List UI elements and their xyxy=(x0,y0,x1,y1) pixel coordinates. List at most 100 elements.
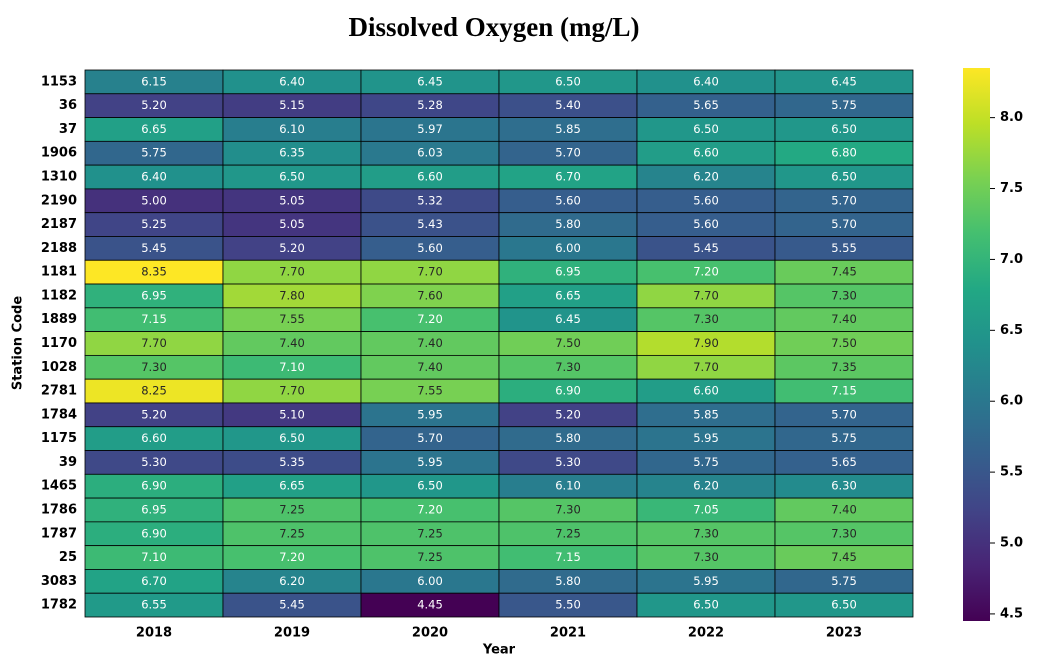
cell-label: 6.30 xyxy=(831,479,857,493)
cell-label: 5.85 xyxy=(555,122,581,136)
cell-label: 5.75 xyxy=(831,98,857,112)
cell-label: 7.30 xyxy=(831,526,857,540)
x-tick-label: 2022 xyxy=(688,626,724,641)
cell-label: 7.70 xyxy=(279,384,305,398)
cell-label: 7.20 xyxy=(417,502,443,516)
x-tick-label: 2020 xyxy=(412,626,448,641)
cell-label: 6.50 xyxy=(831,598,857,612)
cell-label: 7.70 xyxy=(693,288,719,302)
x-axis-label: Year xyxy=(482,643,516,657)
y-tick-label: 1181 xyxy=(41,265,77,280)
cell-label: 6.50 xyxy=(555,74,581,88)
cell-label: 6.60 xyxy=(693,146,719,160)
cell-label: 5.55 xyxy=(831,241,857,255)
cell-label: 5.60 xyxy=(693,217,719,231)
cell-label: 5.32 xyxy=(417,193,443,207)
y-tick-label: 37 xyxy=(59,122,77,137)
y-tick-label: 2190 xyxy=(41,193,77,208)
cell-label: 7.55 xyxy=(417,384,443,398)
y-tick-label: 1175 xyxy=(41,431,77,446)
cell-label: 6.40 xyxy=(141,170,167,184)
cell-label: 7.30 xyxy=(555,502,581,516)
cell-label: 6.35 xyxy=(279,146,305,160)
cell-label: 5.97 xyxy=(417,122,443,136)
cell-label: 7.70 xyxy=(417,265,443,279)
cell-label: 6.10 xyxy=(279,122,305,136)
cell-label: 5.95 xyxy=(693,431,719,445)
cell-label: 5.65 xyxy=(693,98,719,112)
cell-label: 5.20 xyxy=(141,98,167,112)
cell-label: 6.50 xyxy=(693,598,719,612)
cell-label: 5.45 xyxy=(693,241,719,255)
cell-label: 7.90 xyxy=(693,336,719,350)
cell-label: 7.15 xyxy=(555,550,581,564)
cell-label: 7.25 xyxy=(555,526,581,540)
y-tick-label: 1787 xyxy=(41,526,77,541)
cell-label: 5.85 xyxy=(693,407,719,421)
cell-label: 6.03 xyxy=(417,146,443,160)
colorbar-tick-label: 4.5 xyxy=(1000,606,1023,621)
cell-label: 6.65 xyxy=(555,288,581,302)
cell-label: 5.45 xyxy=(279,598,305,612)
cell-label: 7.40 xyxy=(279,336,305,350)
cell-label: 7.40 xyxy=(831,502,857,516)
cell-label: 6.20 xyxy=(693,479,719,493)
cell-label: 6.50 xyxy=(279,170,305,184)
x-tick-label: 2019 xyxy=(274,626,310,641)
cell-label: 5.80 xyxy=(555,217,581,231)
cell-label: 7.50 xyxy=(831,336,857,350)
y-tick-label: 39 xyxy=(59,455,77,470)
y-tick-label: 2188 xyxy=(41,241,77,256)
cell-label: 5.50 xyxy=(555,598,581,612)
y-axis-label: Station Code xyxy=(11,296,26,391)
cell-label: 6.80 xyxy=(831,146,857,160)
cell-label: 7.25 xyxy=(417,550,443,564)
cell-label: 8.35 xyxy=(141,265,167,279)
cell-label: 7.30 xyxy=(555,360,581,374)
cell-label: 6.45 xyxy=(831,74,857,88)
y-tick-label: 1782 xyxy=(41,598,77,613)
cell-label: 6.60 xyxy=(417,170,443,184)
cell-label: 5.40 xyxy=(555,98,581,112)
cell-label: 7.40 xyxy=(417,360,443,374)
cell-label: 7.05 xyxy=(693,502,719,516)
cell-label: 6.90 xyxy=(141,526,167,540)
cell-label: 5.28 xyxy=(417,98,443,112)
cell-label: 6.00 xyxy=(417,574,443,588)
cell-label: 6.70 xyxy=(555,170,581,184)
cell-label: 5.05 xyxy=(279,217,305,231)
cell-label: 7.70 xyxy=(693,360,719,374)
cell-label: 6.90 xyxy=(141,479,167,493)
cell-label: 6.50 xyxy=(693,122,719,136)
cell-label: 6.50 xyxy=(831,170,857,184)
colorbar-tick-label: 7.5 xyxy=(1000,181,1023,196)
x-tick-label: 2021 xyxy=(550,626,586,641)
cell-label: 5.20 xyxy=(279,241,305,255)
cell-label: 4.45 xyxy=(417,598,443,612)
cell-label: 7.60 xyxy=(417,288,443,302)
cell-label: 5.30 xyxy=(141,455,167,469)
cell-label: 6.40 xyxy=(693,74,719,88)
y-tick-label: 1889 xyxy=(41,312,77,327)
cell-label: 7.25 xyxy=(417,526,443,540)
colorbar-tick-label: 8.0 xyxy=(1000,110,1023,125)
cell-label: 6.65 xyxy=(279,479,305,493)
cell-label: 5.75 xyxy=(831,431,857,445)
cell-label: 7.15 xyxy=(141,312,167,326)
cell-label: 5.75 xyxy=(141,146,167,160)
y-tick-label: 1153 xyxy=(41,74,77,89)
x-tick-label: 2023 xyxy=(826,626,862,641)
cell-label: 5.70 xyxy=(417,431,443,445)
cell-label: 5.75 xyxy=(693,455,719,469)
cell-label: 7.30 xyxy=(693,312,719,326)
y-tick-label: 3083 xyxy=(41,574,77,589)
cell-label: 5.60 xyxy=(555,193,581,207)
cell-label: 5.70 xyxy=(555,146,581,160)
cell-label: 7.30 xyxy=(693,550,719,564)
cell-label: 6.55 xyxy=(141,598,167,612)
cell-label: 7.50 xyxy=(555,336,581,350)
cell-label: 5.70 xyxy=(831,193,857,207)
y-tick-label: 1028 xyxy=(41,360,77,375)
cell-label: 6.00 xyxy=(555,241,581,255)
cell-label: 6.40 xyxy=(279,74,305,88)
